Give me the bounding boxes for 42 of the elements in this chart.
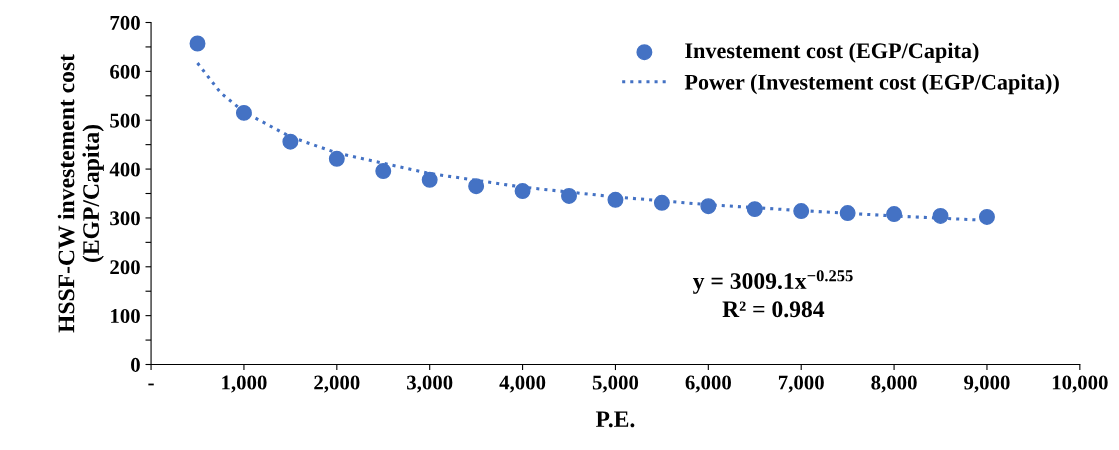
point xyxy=(375,163,392,180)
x-tick-label: 6,000 xyxy=(685,375,731,393)
point xyxy=(793,203,810,220)
point xyxy=(328,150,345,167)
point xyxy=(468,178,485,195)
point xyxy=(746,201,763,218)
point xyxy=(653,194,670,211)
x-tick-label: 5,000 xyxy=(592,375,639,393)
legend-label: Power (Investement cost (EGP/Capita)) xyxy=(684,74,1059,95)
y-tick-label: 600 xyxy=(110,64,140,79)
y-tick-label: 500 xyxy=(110,113,140,128)
y-axis-title: HSSF-CW investement cost (EGP/Capita) xyxy=(57,54,104,333)
x-tick-label: - xyxy=(148,383,154,386)
point xyxy=(421,171,438,188)
point xyxy=(189,35,206,52)
point xyxy=(932,207,949,224)
y-tick-label: 700 xyxy=(110,15,140,30)
point xyxy=(561,187,577,204)
x-tick-label: 1,000 xyxy=(222,375,267,393)
x-tick-label: 2,000 xyxy=(314,375,360,393)
x-tick-label: 8,000 xyxy=(871,375,917,393)
point xyxy=(282,133,299,150)
x-axis-title: P.E. xyxy=(595,411,635,428)
y-tick-label: 200 xyxy=(110,260,140,275)
x-tick-label: 7,000 xyxy=(778,375,824,393)
point xyxy=(978,208,995,225)
x-tick-label: 4,000 xyxy=(499,375,546,393)
x-tick-label: 10,000 xyxy=(1052,375,1108,393)
y-tick-label: 300 xyxy=(110,211,140,226)
y-tick-label: 100 xyxy=(111,309,140,324)
point xyxy=(514,183,531,200)
point xyxy=(607,191,624,208)
x-tick-label: 3,000 xyxy=(407,375,453,393)
y-tick-label: 0 xyxy=(131,357,140,372)
point xyxy=(700,198,717,215)
point xyxy=(886,206,903,222)
point xyxy=(235,104,252,121)
x-tick-label: 9,000 xyxy=(964,375,1010,393)
legend-label: Investement cost (EGP/Capita) xyxy=(685,42,979,63)
y-tick-label: 400 xyxy=(109,162,140,177)
text: y = 3009.1x$^{−0.255}$ R² = 0.984 xyxy=(692,270,853,318)
point xyxy=(839,205,856,222)
